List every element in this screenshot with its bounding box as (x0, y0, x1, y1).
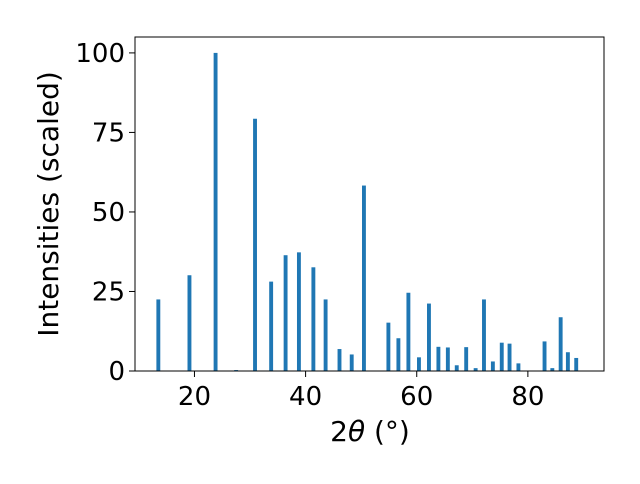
y-axis: 0 25 50 75 100 (75, 39, 135, 387)
bar-2 (213, 52, 218, 372)
bar-8 (311, 267, 316, 371)
bar-29 (542, 341, 547, 371)
x-axis-label-symbol: θ (348, 415, 365, 448)
x-tick-label-20: 20 (178, 382, 211, 412)
bar-30 (550, 368, 555, 371)
bar-22 (473, 368, 478, 371)
bar-13 (386, 322, 391, 371)
x-tick-label-80: 80 (511, 382, 544, 412)
bar-11 (349, 354, 354, 371)
bar-18 (436, 346, 441, 371)
bar-17 (427, 303, 431, 371)
bar-26 (507, 343, 512, 371)
bar-23 (482, 299, 486, 371)
bar-27 (516, 363, 521, 371)
x-axis-label-unit: (°) (365, 415, 410, 448)
x-axis: 20 40 60 80 (178, 371, 544, 412)
bar-5 (269, 281, 274, 371)
x-axis-label: 2θ (°) (330, 415, 410, 448)
bar-20 (454, 365, 459, 371)
x-axis-label-prefix: 2 (330, 415, 348, 448)
y-tick-label-25: 25 (92, 277, 125, 307)
plot-frame (134, 36, 605, 372)
bar-12 (362, 185, 366, 371)
y-tick-label-75: 75 (92, 118, 125, 148)
y-axis-label: Intensities (scaled) (32, 71, 65, 337)
bar-19 (445, 347, 450, 371)
bar-15 (406, 292, 411, 371)
bar-0 (156, 299, 161, 371)
bar-4 (253, 118, 257, 371)
bar-24 (490, 361, 495, 371)
y-tick-label-100: 100 (75, 39, 125, 69)
bar-1 (187, 275, 192, 371)
bar-10 (337, 349, 342, 371)
bar-16 (417, 357, 421, 371)
y-tick-label-0: 0 (108, 357, 125, 387)
bar-32 (565, 352, 570, 371)
bar-14 (396, 338, 401, 371)
bar-25 (499, 342, 504, 371)
bar-6 (283, 255, 288, 371)
bar-33 (574, 357, 579, 371)
bar-31 (558, 317, 563, 371)
x-tick-label-60: 60 (400, 382, 433, 412)
bars-layer (156, 52, 579, 372)
bar-9 (323, 299, 328, 371)
y-tick-label-50: 50 (92, 198, 125, 228)
bar-7 (296, 252, 301, 371)
x-tick-label-40: 40 (289, 382, 322, 412)
bar-21 (464, 347, 469, 371)
